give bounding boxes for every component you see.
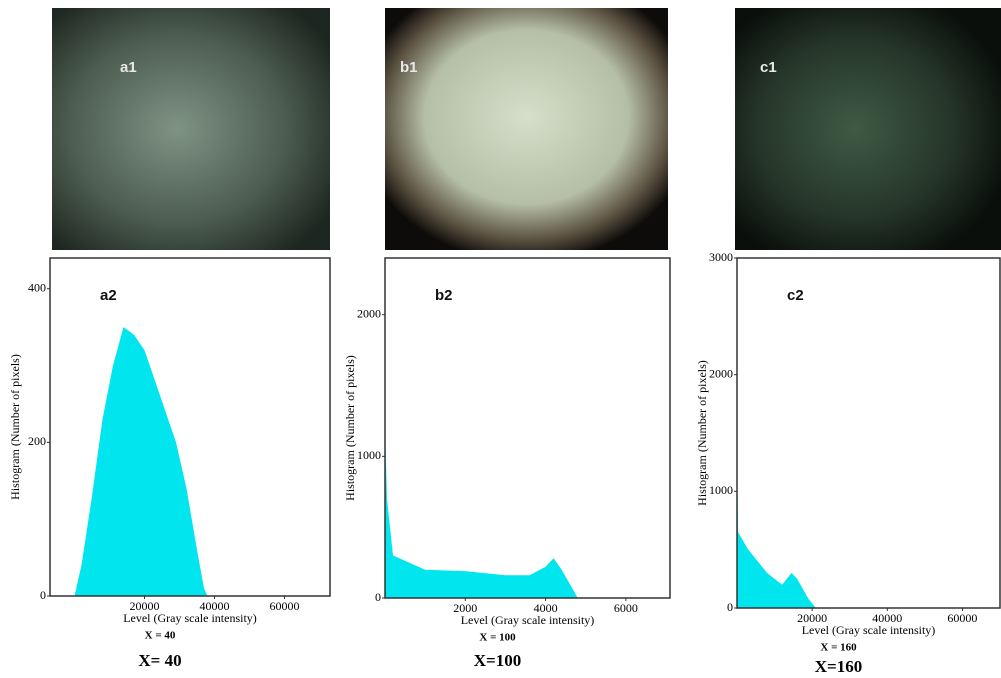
y-tick-label: 3000 — [709, 250, 733, 264]
chart-label: a2 — [100, 287, 117, 304]
caption: X= 40 — [138, 651, 181, 670]
photo — [385, 8, 668, 250]
y-tick-label: 2000 — [357, 306, 381, 320]
plot-frame — [384, 257, 671, 599]
photo-label: b1 — [400, 59, 418, 76]
x-tick-label: 40000 — [872, 611, 902, 625]
caption: X=160 — [815, 657, 862, 676]
y-tick-label: 2000 — [709, 366, 733, 380]
x-tick-label: 60000 — [270, 599, 300, 613]
caption-small: X = 160 — [820, 642, 857, 654]
chart-label: b2 — [435, 287, 453, 304]
y-tick-label: 400 — [28, 280, 46, 294]
y-tick-label: 1000 — [357, 448, 381, 462]
x-tick-label: 20000 — [797, 611, 827, 625]
y-tick-label: 1000 — [709, 483, 733, 497]
x-axis-label: Level (Gray scale intensity) — [802, 623, 936, 637]
x-axis-label: Level (Gray scale intensity) — [123, 611, 257, 625]
photo-label: a1 — [120, 59, 137, 76]
histogram-area — [74, 327, 208, 596]
photo — [735, 8, 1001, 250]
caption-small: X = 40 — [145, 630, 176, 642]
x-tick-label: 40000 — [200, 599, 230, 613]
plot-frame — [736, 257, 1001, 609]
y-tick-label: 0 — [40, 588, 46, 602]
y-axis-label: Histogram (Number of pixels) — [695, 360, 709, 506]
plot-frame — [49, 257, 331, 597]
y-axis-label: Histogram (Number of pixels) — [343, 355, 357, 501]
x-tick-label: 60000 — [947, 611, 977, 625]
caption-small: X = 100 — [479, 632, 516, 644]
y-tick-label: 0 — [727, 600, 733, 614]
x-tick-label: 20000 — [130, 599, 160, 613]
x-axis-label: Level (Gray scale intensity) — [461, 613, 595, 627]
y-tick-label: 0 — [375, 590, 381, 604]
histogram-area — [737, 444, 816, 608]
y-tick-label: 200 — [28, 434, 46, 448]
y-axis-label: Histogram (Number of pixels) — [8, 354, 22, 500]
x-tick-label: 6000 — [614, 601, 638, 615]
histogram-area — [385, 428, 578, 598]
chart-label: c2 — [787, 287, 804, 304]
photo — [52, 8, 330, 250]
x-tick-label: 4000 — [534, 601, 558, 615]
caption: X=100 — [474, 651, 521, 670]
photo-label: c1 — [760, 59, 777, 76]
x-tick-label: 2000 — [453, 601, 477, 615]
